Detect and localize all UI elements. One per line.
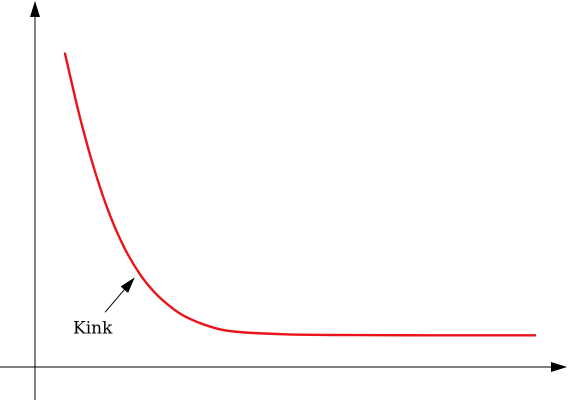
annotation-layer: Kink — [73, 277, 135, 338]
annotation-arrow-0 — [104, 277, 135, 313]
series-layer — [63, 52, 537, 337]
series-line-0 — [63, 52, 537, 337]
annotation-label-0: Kink — [73, 318, 113, 338]
